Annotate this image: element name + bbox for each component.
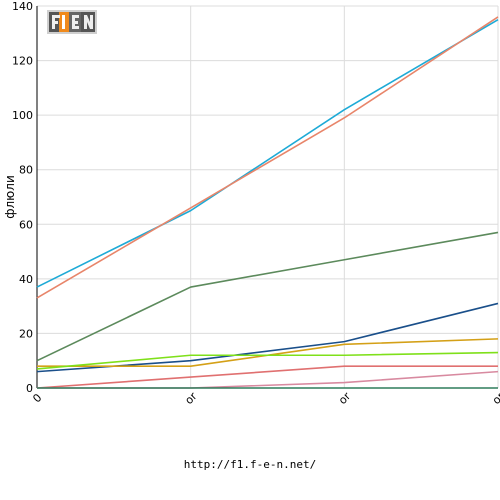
x-tick-label: 0 [30,391,44,405]
f1en-logo [47,10,97,34]
series-line-1 [36,16,499,299]
x-tick-label: or [182,389,199,406]
series-line-5 [36,351,499,370]
x-tick-label: or [490,389,500,406]
y-tick-label: 0 [26,382,33,395]
y-axis-title: флюли [3,175,17,219]
series-line-6 [36,365,498,389]
y-tick-label: 140 [12,0,33,13]
series-line-2 [36,231,499,362]
series-line-0 [36,18,499,288]
y-tick-label: 80 [19,164,33,177]
x-tick-label: or [336,389,353,406]
y-tick-label: 40 [19,273,33,286]
y-tick-label: 120 [12,55,33,68]
y-tick-label: 100 [12,109,33,122]
footer-url[interactable]: http://f1.f-e-n.net/ [183,458,317,471]
y-tick-label: 20 [19,327,33,340]
y-tick-label: 60 [19,218,33,231]
